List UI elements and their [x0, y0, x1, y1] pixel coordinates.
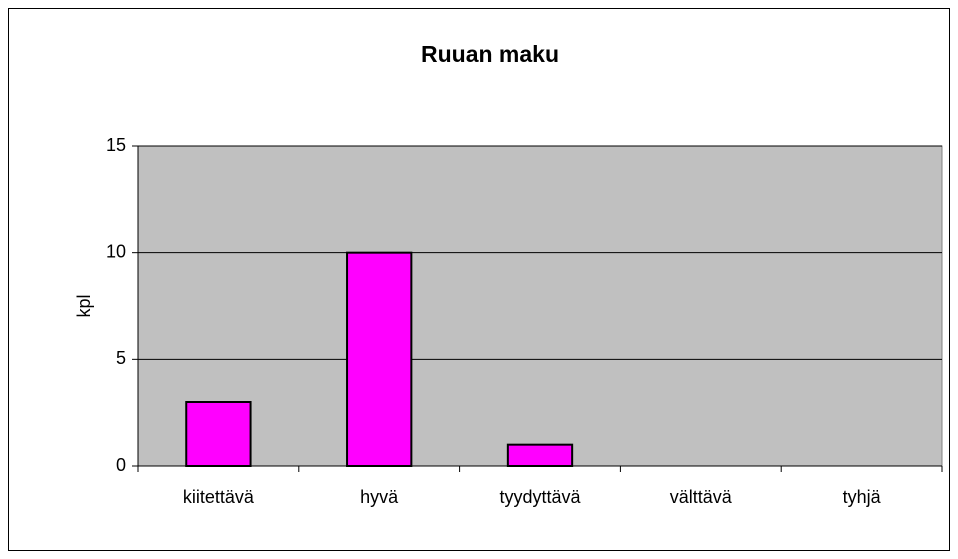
x-tick-label: tyydyttävä — [499, 487, 581, 507]
bar — [346, 251, 413, 467]
x-tick-label: kiitettävä — [183, 487, 255, 507]
x-tick-label: hyvä — [360, 487, 399, 507]
bar — [185, 401, 252, 467]
y-tick-label: 15 — [106, 135, 126, 155]
y-tick-label: 0 — [116, 455, 126, 475]
y-tick-label: 10 — [106, 241, 126, 261]
bar — [506, 443, 574, 467]
x-tick-label: tyhjä — [843, 487, 882, 507]
y-axis-label: kpl — [74, 294, 94, 317]
y-tick-label: 5 — [116, 348, 126, 368]
x-tick-label: välttävä — [670, 487, 733, 507]
chart-title: Ruuan maku — [421, 41, 559, 67]
plot-area — [137, 145, 943, 467]
